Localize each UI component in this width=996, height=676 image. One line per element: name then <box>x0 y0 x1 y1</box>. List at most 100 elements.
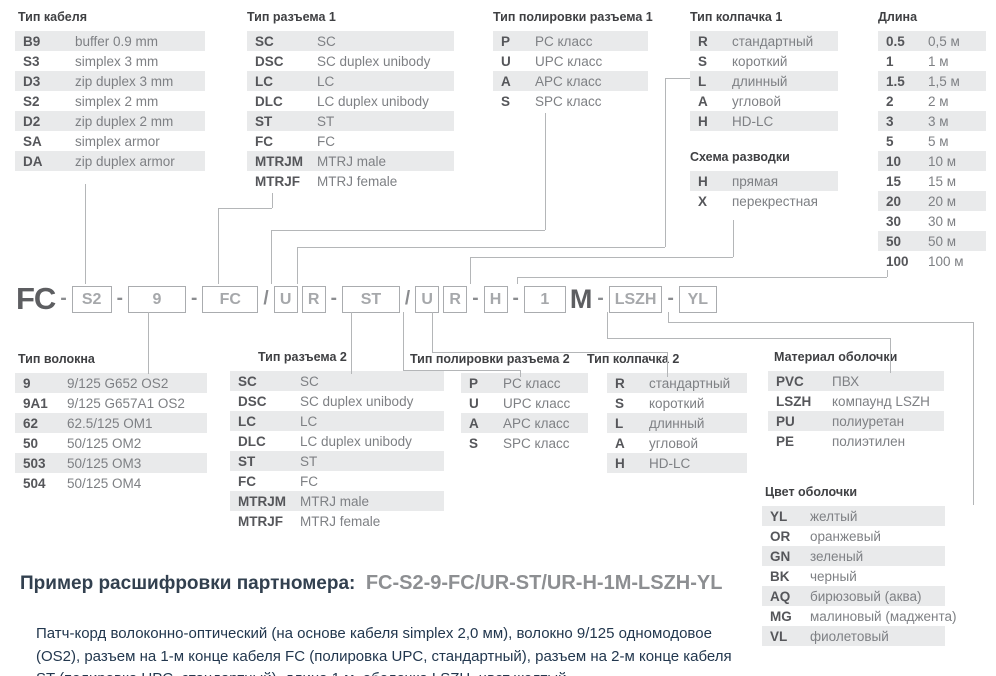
table-row: 504 50/125 OM4 <box>15 473 207 493</box>
row-code: S2 <box>23 93 40 109</box>
row-desc: 50/125 OM4 <box>67 475 142 491</box>
row-code: S <box>615 395 625 411</box>
table-row: D3 zip duplex 3 mm <box>15 71 205 91</box>
table-label: Тип волокна <box>18 352 95 366</box>
row-desc: SC duplex unibody <box>300 393 414 409</box>
row-code: A <box>615 435 625 451</box>
partnumber-segment: H <box>483 285 508 313</box>
row-desc: ST <box>300 453 318 469</box>
table-row: 503 50/125 OM3 <box>15 453 207 473</box>
table-row: OR оранжевый <box>762 526 945 546</box>
connector-line <box>403 370 520 371</box>
row-desc: FC <box>317 133 335 149</box>
partnumber-segment: - <box>330 288 337 309</box>
partnumber-segment: - <box>512 288 519 309</box>
row-desc: малиновый (маджента) <box>810 608 957 624</box>
connector-line <box>403 312 404 370</box>
partnumber-segment: 1 <box>523 285 566 313</box>
partnumber-segment: YL <box>678 285 717 313</box>
row-desc: SPC класс <box>535 93 602 109</box>
connector-line <box>520 370 521 377</box>
row-code: P <box>469 375 479 391</box>
table-label: Тип колпачка 2 <box>587 352 680 366</box>
table-row: YL желтый <box>762 506 945 526</box>
row-desc: 0,5 м <box>928 33 960 49</box>
row-code: 9 <box>23 375 31 391</box>
table-row: 20 20 м <box>878 191 986 211</box>
row-desc: 50/125 OM3 <box>67 455 142 471</box>
row-desc: 62.5/125 OM1 <box>67 415 153 431</box>
row-desc: прямая <box>732 173 779 189</box>
row-code: 10 <box>886 153 902 169</box>
connector-line <box>297 247 665 248</box>
table-row: MTRJM MTRJ male <box>230 491 444 511</box>
row-desc: LC <box>300 413 318 429</box>
table-row: ST ST <box>230 451 444 471</box>
row-desc: перекрестная <box>732 193 818 209</box>
row-code: 1.5 <box>886 73 905 89</box>
row-desc: MTRJ male <box>300 493 370 509</box>
row-code: S3 <box>23 53 40 69</box>
polish2-type-table: Тип полировки разъема 2 P PC класс U UPC кл… <box>410 352 588 453</box>
partnumber-segment: - <box>190 288 198 309</box>
row-desc: LC <box>317 73 335 89</box>
row-desc: 9/125 G657A1 OS2 <box>67 395 185 411</box>
partnumber-segment: / <box>404 288 411 309</box>
table-rows: P PC класс U UPC класс A APC класс S SPC класс <box>493 31 648 111</box>
row-code: ST <box>255 113 273 129</box>
row-code: L <box>698 73 707 89</box>
table-rows: 0.5 0,5 м 1 1 м 1.5 1,5 м 2 2 м 3 3 м 5 5 м 10 10 м 15… <box>878 31 986 271</box>
table-label: Материал оболочки <box>774 350 898 364</box>
row-desc: simplex 2 mm <box>75 93 159 109</box>
table-row: 1.5 1,5 м <box>878 71 986 91</box>
table-rows: P PC класс U UPC класс A APC класс S SPC класс <box>461 373 588 453</box>
row-desc: 3 м <box>928 113 949 129</box>
row-code: PVC <box>776 373 804 389</box>
row-desc: zip duplex 3 mm <box>75 73 174 89</box>
row-desc: черный <box>810 568 857 584</box>
table-row: 9A1 9/125 G657A1 OS2 <box>15 393 207 413</box>
table-row: SC SC <box>247 31 454 51</box>
row-desc: FC <box>300 473 318 489</box>
row-code: FC <box>255 133 273 149</box>
row-code: S <box>501 93 511 109</box>
row-desc: SC <box>300 373 319 389</box>
connector-line <box>607 338 890 339</box>
row-desc: 15 м <box>928 173 957 189</box>
row-code: MTRJF <box>238 513 283 529</box>
row-code: 30 <box>886 213 902 229</box>
connector-line <box>271 230 272 284</box>
row-code: U <box>469 395 479 411</box>
table-row: DSC SC duplex unibody <box>247 51 454 71</box>
table-row: 5 5 м <box>878 131 986 151</box>
row-code: R <box>698 33 708 49</box>
row-code: MTRJM <box>238 493 286 509</box>
cable-type-table: Тип кабеля B9 buffer 0.9 mm S3 simplex 3 mm… <box>15 10 205 171</box>
row-desc: 9/125 G652 OS2 <box>67 375 169 391</box>
table-row: A APC класс <box>461 413 588 433</box>
connector-line <box>218 208 272 209</box>
table-row: GN зеленый <box>762 546 945 566</box>
row-desc: UPC класс <box>503 395 571 411</box>
table-label: Тип кабеля <box>18 10 87 24</box>
row-desc: длинный <box>649 415 705 431</box>
connector-line <box>733 220 734 257</box>
table-row: S SPC класс <box>493 91 648 111</box>
row-code: 62 <box>23 415 39 431</box>
row-code: L <box>615 415 624 431</box>
row-desc: длинный <box>732 73 788 89</box>
row-desc: LC duplex unibody <box>317 93 429 109</box>
connector-line <box>887 270 888 277</box>
row-desc: HD-LC <box>732 113 774 129</box>
table-rows: 9 9/125 G652 OS2 9A1 9/125 G657A1 OS2 62 62.5… <box>15 373 207 493</box>
table-row: FC FC <box>230 471 444 491</box>
connector-line <box>667 352 668 377</box>
table-row: 50 50/125 OM2 <box>15 433 207 453</box>
